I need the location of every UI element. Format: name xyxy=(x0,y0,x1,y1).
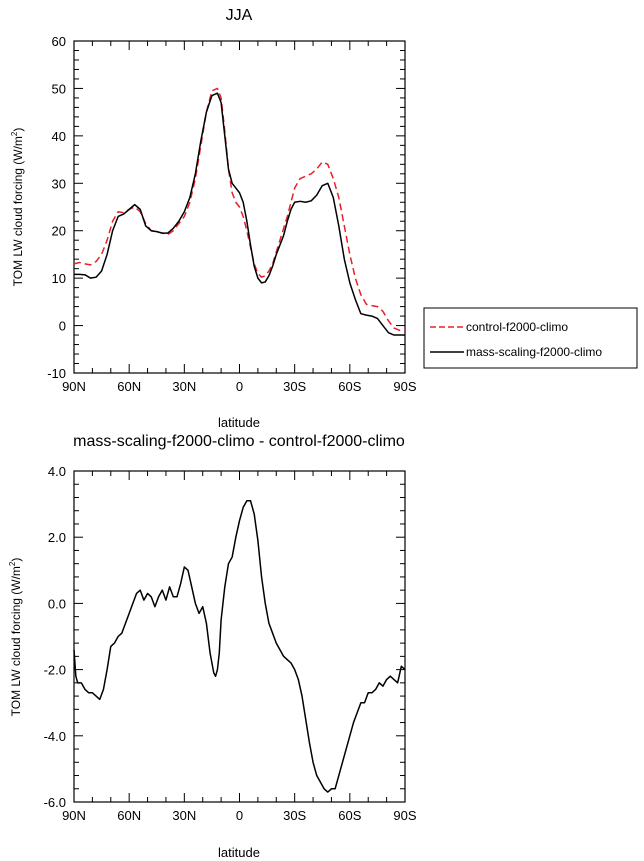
series-line-mass-scaling-f2000-climo xyxy=(74,92,405,336)
x-tick-label: 30N xyxy=(172,379,196,394)
x-tick-label: 0 xyxy=(236,808,243,823)
y-tick-label: -4.0 xyxy=(44,729,66,744)
x-tick-label: 90S xyxy=(393,379,416,394)
y-tick-label: -6.0 xyxy=(44,795,66,810)
y-tick-label: 4.0 xyxy=(48,464,66,479)
legend-label-control: control-f2000-climo xyxy=(466,320,568,334)
series-line-control-f2000-climo xyxy=(73,87,405,332)
series-line-difference-0 xyxy=(73,500,406,793)
legend-box xyxy=(423,307,638,369)
y-tick-label: 20 xyxy=(52,224,66,239)
difference-line-chart: mass-scaling-f2000-climo - control-f2000… xyxy=(8,433,417,860)
y-tick-label: -10 xyxy=(47,366,66,381)
chart-title: mass-scaling-f2000-climo - control-f2000… xyxy=(73,433,405,450)
y-tick-label: 50 xyxy=(52,81,66,96)
legend: control-f2000-climo mass-scaling-f2000-c… xyxy=(423,307,638,369)
y-tick-label: 2.0 xyxy=(48,530,66,545)
x-tick-label: 30N xyxy=(172,808,196,823)
x-tick-label: 60N xyxy=(117,379,141,394)
x-tick-label: 60S xyxy=(338,808,361,823)
y-axis-label: TOM LW cloud forcing (W/m2) xyxy=(8,558,23,717)
y-tick-label: 0.0 xyxy=(48,596,66,611)
x-tick-label: 60S xyxy=(338,379,361,394)
x-tick-label: 30S xyxy=(283,808,306,823)
x-axis-label: latitude xyxy=(218,415,260,430)
y-tick-label: 0 xyxy=(59,319,66,334)
x-tick-label: 90N xyxy=(62,379,86,394)
y-tick-label: 60 xyxy=(52,34,66,49)
y-tick-label: 40 xyxy=(52,129,66,144)
x-tick-label: 60N xyxy=(117,808,141,823)
jja-line-chart: JJA 90N 60N 30N 0 30S 60S 90S-100102030405060 … xyxy=(10,7,638,430)
x-tick-label: 30S xyxy=(283,379,306,394)
legend-label-mass-scaling: mass-scaling-f2000-climo xyxy=(466,345,602,359)
y-tick-label: 30 xyxy=(52,176,66,191)
x-tick-label: 90S xyxy=(393,808,416,823)
x-tick-label: 90N xyxy=(62,808,86,823)
x-tick-label: 0 xyxy=(236,379,243,394)
y-tick-label: 10 xyxy=(52,271,66,286)
y-axis-label: TOM LW cloud forcing (W/m2) xyxy=(10,128,25,287)
chart-title: JJA xyxy=(226,7,253,24)
y-tick-label: -2.0 xyxy=(44,663,66,678)
x-axis-label: latitude xyxy=(218,845,260,860)
